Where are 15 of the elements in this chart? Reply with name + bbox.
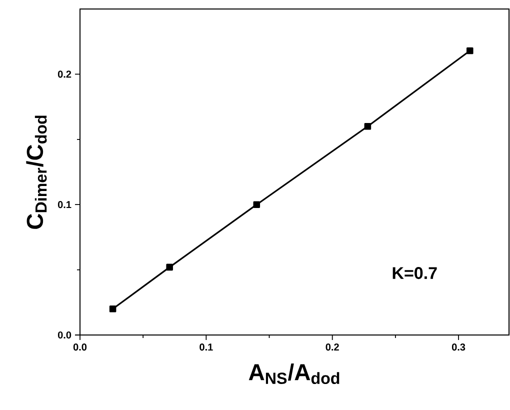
y-tick-label: 0.2 xyxy=(58,70,72,78)
y-tick-label: 0.1 xyxy=(58,201,72,208)
x-tick-label: 0.1 xyxy=(200,344,213,351)
y-axis-title: C$_{Dimer}$/C$_{dod}$ xyxy=(26,116,47,229)
x-tick-label: 0.3 xyxy=(452,344,466,351)
point xyxy=(109,306,116,312)
annotation: K=0.7 xyxy=(392,267,437,280)
x-tick-label: 0.0 xyxy=(73,344,87,351)
x-axis-title: A$_{NS}$/A$_{dod}$ xyxy=(248,363,340,384)
x-tick-label: 0.2 xyxy=(326,344,339,351)
point xyxy=(364,122,372,130)
point xyxy=(253,201,260,208)
point xyxy=(466,47,474,54)
y-tick-label: 0.0 xyxy=(58,331,72,339)
point xyxy=(166,264,173,271)
